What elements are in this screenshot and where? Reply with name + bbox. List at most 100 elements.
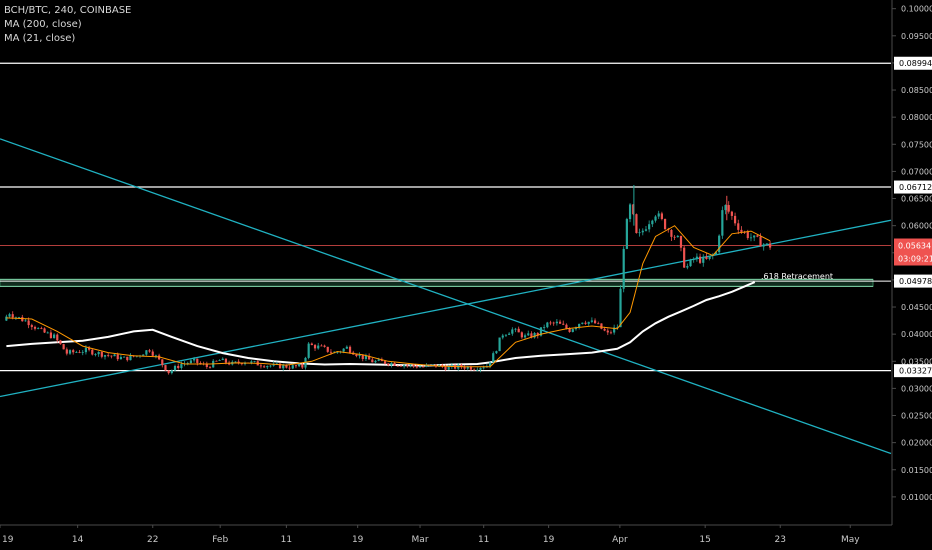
candle-body [632, 204, 635, 215]
candle-body [113, 354, 116, 357]
level-0.03327-price-label: 0.03327 [899, 367, 932, 376]
candle-body [628, 204, 632, 220]
candle-body [355, 354, 358, 357]
candle-body [689, 259, 692, 267]
y-tick-label: 0.10000 [901, 5, 932, 14]
candle-body [215, 360, 218, 362]
x-tick-label: Feb [212, 535, 228, 545]
candle-body [530, 333, 533, 338]
candle-body [129, 355, 132, 361]
candle-body [43, 328, 46, 333]
candle-body [504, 334, 508, 336]
candle-body [733, 215, 737, 224]
plot-background [0, 0, 891, 524]
candle-body [196, 358, 199, 363]
candle-body [224, 358, 228, 363]
candle-body [371, 359, 374, 363]
candle-body [581, 322, 584, 324]
candle-body [644, 229, 648, 231]
y-tick-label: 0.06500 [901, 195, 932, 204]
x-tick-label: Mar [412, 535, 429, 545]
trendline-ascending [0, 219, 892, 398]
candle-body [727, 205, 730, 212]
candle-body [107, 355, 110, 356]
y-tick-label: 0.01500 [901, 466, 932, 475]
candle-body [266, 366, 269, 368]
candle-body [298, 364, 301, 367]
y-tick-label: 0.04500 [901, 303, 932, 312]
y-tick-label: 0.09500 [901, 32, 932, 41]
candle-body [431, 364, 434, 366]
candle-body [466, 366, 469, 369]
x-tick-label: 11 [281, 535, 292, 545]
candle-body [606, 330, 609, 333]
candle-body [753, 235, 756, 238]
candle-body [84, 347, 88, 353]
candle-body [501, 335, 504, 338]
candle-body [638, 232, 641, 234]
y-tick-label: 0.08000 [901, 113, 932, 122]
candle-body [237, 361, 240, 364]
y-tick-label: 0.04000 [901, 330, 932, 339]
candle-body [40, 328, 43, 329]
candle-body [68, 350, 72, 354]
candle-body [543, 327, 546, 328]
candle-body [418, 366, 422, 368]
countdown-label: 03:09:21 [898, 255, 932, 264]
level-0.03327-price-box [894, 364, 932, 378]
candle-body [695, 256, 698, 259]
candle-body [307, 343, 310, 358]
candle-body [393, 362, 396, 366]
candle-body [170, 370, 173, 374]
candle-body [724, 205, 727, 211]
candle-body [348, 346, 352, 353]
y-tick-label: 0.03500 [901, 357, 932, 366]
candle-body [552, 322, 555, 324]
candle-body [702, 256, 705, 263]
y-tick-label: 0.03000 [901, 384, 932, 393]
candle-body [746, 232, 749, 239]
candle-body [482, 367, 485, 369]
candle-body [597, 323, 600, 325]
level-0.06712-price-label: 0.06712 [899, 183, 932, 192]
candle-body [571, 329, 574, 332]
level-0.06712-price-box [894, 180, 932, 194]
candle-body [313, 345, 317, 349]
level-0.08994-price-label: 0.08994 [899, 59, 932, 68]
candle-body [288, 367, 291, 369]
candle-body [422, 366, 425, 368]
candle-body [91, 349, 94, 355]
candle-body [406, 365, 409, 367]
x-tick-label: 15 [699, 535, 710, 545]
x-tick-label: 19 [352, 535, 364, 545]
candle-body [749, 237, 753, 239]
candle-body [670, 229, 673, 237]
candle-body [193, 358, 196, 361]
candle-body [609, 332, 613, 334]
candle-body [161, 359, 164, 366]
candle-body [737, 223, 740, 230]
y-tick-label: 0.07500 [901, 140, 932, 149]
candle-body [654, 216, 657, 221]
candle-body [33, 326, 37, 329]
legend-title: BCH/BTC, 240, COINBASE [4, 5, 132, 16]
candle-body [705, 256, 708, 259]
y-tick-label: 0.02000 [901, 439, 932, 448]
candle-body [527, 333, 530, 336]
retracement-price-label: 0.04978 [899, 277, 932, 286]
candle-body [488, 362, 492, 367]
candle-body [676, 235, 679, 238]
candle-body [479, 367, 482, 370]
candle-body [539, 327, 543, 336]
candle-body [562, 323, 565, 325]
y-tick-label: 0.07000 [901, 167, 932, 176]
candle-body [574, 327, 578, 330]
candle-body [110, 355, 113, 357]
candle-body [590, 320, 593, 322]
candle-body [364, 355, 368, 360]
candle-body [263, 366, 266, 368]
candle-body [234, 361, 237, 363]
candle-body [317, 345, 320, 349]
candle-body [593, 320, 597, 324]
